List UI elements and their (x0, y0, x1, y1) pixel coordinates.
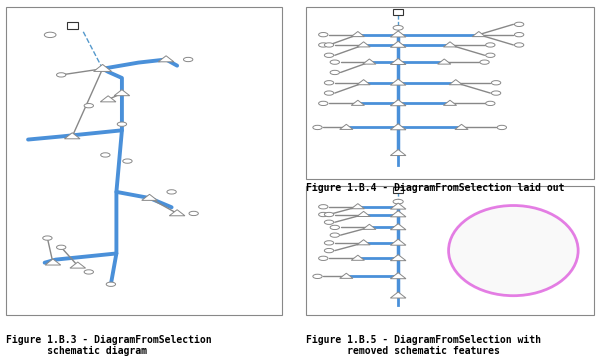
FancyBboxPatch shape (306, 186, 594, 315)
Ellipse shape (393, 199, 403, 204)
Polygon shape (391, 124, 406, 130)
Polygon shape (455, 124, 468, 129)
Ellipse shape (56, 73, 66, 77)
Polygon shape (391, 224, 406, 230)
Ellipse shape (325, 81, 334, 85)
Ellipse shape (497, 125, 506, 130)
Ellipse shape (393, 25, 403, 30)
Text: Figure 1.B.4 - DiagramFromSelection laid out: Figure 1.B.4 - DiagramFromSelection laid… (306, 183, 565, 193)
Ellipse shape (325, 248, 334, 253)
Polygon shape (340, 273, 353, 279)
Ellipse shape (330, 233, 340, 237)
Polygon shape (363, 59, 376, 64)
Polygon shape (391, 150, 406, 155)
Polygon shape (391, 58, 406, 64)
Polygon shape (363, 224, 376, 229)
Ellipse shape (514, 22, 524, 26)
Polygon shape (351, 32, 364, 37)
Ellipse shape (84, 103, 94, 108)
Ellipse shape (330, 70, 340, 74)
Polygon shape (158, 56, 174, 62)
Ellipse shape (325, 91, 334, 95)
Polygon shape (357, 42, 370, 47)
Ellipse shape (485, 43, 495, 47)
Ellipse shape (106, 282, 116, 286)
Ellipse shape (319, 205, 328, 209)
Ellipse shape (319, 43, 328, 47)
Ellipse shape (325, 43, 334, 47)
Polygon shape (351, 255, 364, 260)
Ellipse shape (313, 125, 322, 130)
Polygon shape (391, 203, 406, 209)
Polygon shape (357, 79, 370, 85)
Ellipse shape (319, 256, 328, 261)
Ellipse shape (325, 241, 334, 245)
Polygon shape (443, 42, 457, 47)
Polygon shape (340, 124, 353, 129)
Ellipse shape (44, 32, 56, 38)
FancyBboxPatch shape (394, 187, 403, 193)
Polygon shape (472, 32, 485, 37)
Ellipse shape (330, 60, 340, 64)
Ellipse shape (319, 33, 328, 37)
Ellipse shape (485, 101, 495, 106)
Ellipse shape (514, 33, 524, 37)
Ellipse shape (449, 205, 578, 296)
FancyBboxPatch shape (306, 7, 594, 179)
Polygon shape (391, 79, 406, 85)
Ellipse shape (485, 53, 495, 57)
Text: Figure 1.B.3 - DiagramFromSelection
       schematic diagram: Figure 1.B.3 - DiagramFromSelection sche… (6, 335, 212, 357)
Polygon shape (443, 100, 457, 105)
Ellipse shape (123, 159, 132, 163)
Ellipse shape (43, 236, 52, 240)
Polygon shape (357, 240, 370, 245)
Polygon shape (351, 204, 364, 209)
Polygon shape (391, 211, 406, 217)
Polygon shape (391, 41, 406, 47)
Ellipse shape (84, 270, 94, 274)
Ellipse shape (325, 212, 334, 217)
Ellipse shape (167, 190, 176, 194)
Ellipse shape (491, 91, 501, 95)
Polygon shape (449, 79, 463, 85)
Ellipse shape (189, 211, 199, 216)
Ellipse shape (330, 225, 340, 229)
Ellipse shape (325, 220, 334, 224)
Polygon shape (391, 100, 406, 106)
Polygon shape (391, 239, 406, 245)
Ellipse shape (184, 57, 193, 62)
FancyBboxPatch shape (6, 7, 282, 315)
FancyBboxPatch shape (67, 23, 77, 29)
Polygon shape (391, 31, 406, 37)
FancyBboxPatch shape (394, 9, 403, 15)
Polygon shape (142, 194, 157, 200)
Polygon shape (357, 211, 370, 217)
Polygon shape (114, 90, 130, 96)
Polygon shape (169, 210, 185, 216)
Ellipse shape (56, 245, 66, 250)
Ellipse shape (491, 81, 501, 85)
Polygon shape (94, 64, 112, 71)
Ellipse shape (514, 43, 524, 47)
Polygon shape (100, 96, 116, 102)
Ellipse shape (480, 60, 489, 64)
Polygon shape (391, 255, 406, 261)
Polygon shape (351, 100, 364, 105)
Polygon shape (391, 292, 406, 298)
Ellipse shape (319, 101, 328, 106)
Ellipse shape (325, 53, 334, 57)
Ellipse shape (101, 153, 110, 157)
Polygon shape (45, 259, 61, 265)
Ellipse shape (117, 122, 127, 126)
Polygon shape (437, 59, 451, 64)
Polygon shape (391, 273, 406, 279)
Polygon shape (70, 262, 86, 268)
Ellipse shape (319, 212, 328, 217)
Text: Figure 1.B.5 - DiagramFromSelection with
       removed schematic features: Figure 1.B.5 - DiagramFromSelection with… (306, 335, 541, 356)
Polygon shape (64, 133, 80, 139)
Ellipse shape (313, 274, 322, 279)
